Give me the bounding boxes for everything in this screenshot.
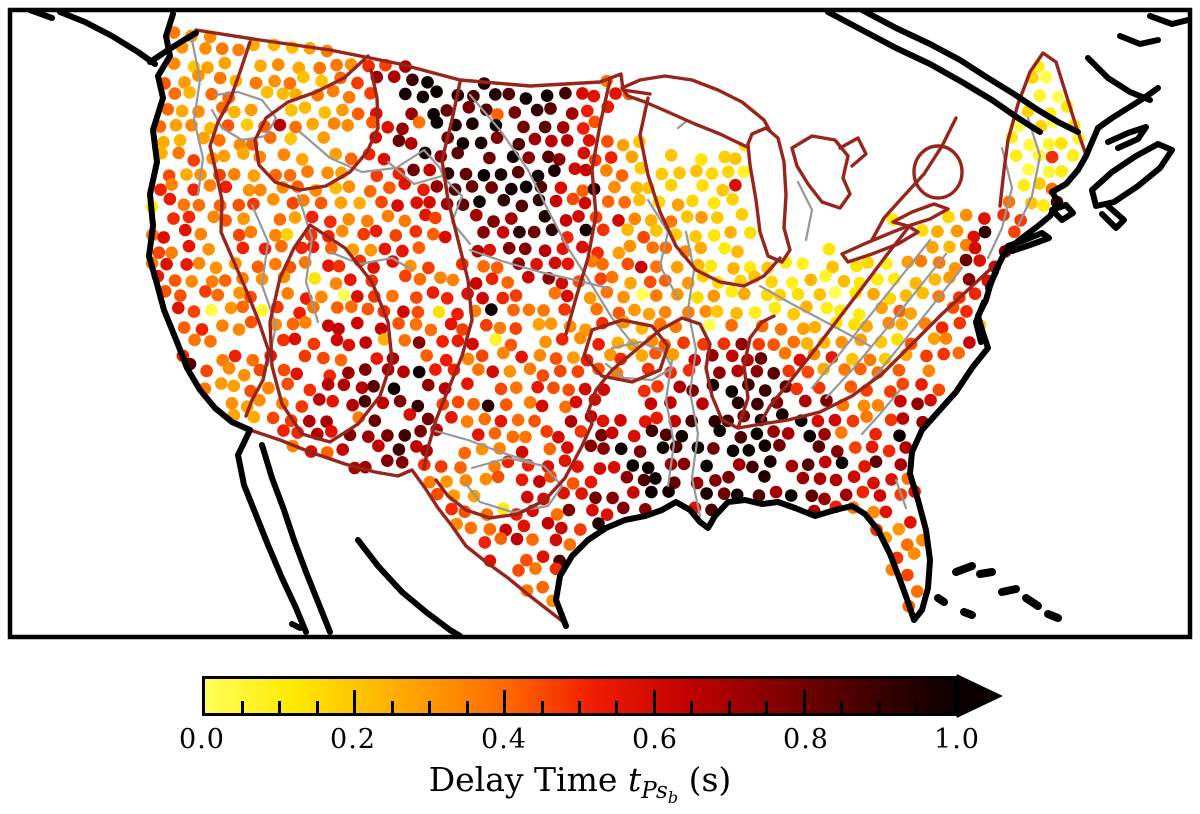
province-boundary-paths bbox=[194, 28, 1088, 626]
colorbar-tick bbox=[390, 701, 394, 713]
colorbar-tick bbox=[727, 701, 731, 713]
colorbar-tick bbox=[428, 701, 432, 713]
colorbar-tick-label: 0.8 bbox=[783, 724, 829, 755]
colorbar-tick bbox=[652, 690, 656, 713]
colorbar-tick-label: 0.4 bbox=[481, 724, 527, 755]
colorbar-tick bbox=[278, 701, 282, 713]
colorbar-tick bbox=[690, 701, 694, 713]
colorbar-title: Delay Time tPsb (s) bbox=[428, 760, 732, 807]
colorbar-tick-label: 1.0 bbox=[934, 724, 980, 755]
colorbar-arrow-icon bbox=[956, 674, 1003, 718]
colorbar-tick bbox=[840, 701, 844, 713]
coastline-paths bbox=[27, 12, 1188, 635]
colorbar-tick bbox=[240, 701, 244, 713]
colorbar-tick bbox=[353, 690, 357, 713]
colorbar bbox=[202, 676, 957, 716]
colorbar-tick bbox=[877, 701, 881, 713]
colorbar-title-units: (s) bbox=[688, 760, 732, 799]
colorbar-tick bbox=[315, 701, 319, 713]
subprovince-boundary-paths bbox=[190, 38, 1042, 518]
map-frame bbox=[7, 7, 1193, 640]
colorbar-tick bbox=[615, 701, 619, 713]
colorbar-title-subsubscript: b bbox=[667, 788, 679, 807]
colorbar-tick-label: 0.6 bbox=[632, 724, 678, 755]
colorbar-tick bbox=[578, 701, 581, 713]
map-content bbox=[27, 12, 1188, 635]
colorbar-tick bbox=[765, 701, 769, 713]
colorbar-tick bbox=[915, 701, 919, 713]
colorbar-title-variable: t bbox=[627, 760, 642, 799]
colorbar-tick bbox=[465, 701, 469, 713]
colorbar-tick-label: 0.2 bbox=[330, 724, 376, 755]
colorbar-title-subscript: Ps bbox=[641, 778, 668, 804]
colorbar-tick bbox=[802, 690, 806, 713]
colorbar-title-prefix: Delay Time bbox=[428, 760, 618, 799]
colorbar-tick-label: 0.0 bbox=[179, 724, 225, 755]
colorbar-tick bbox=[540, 701, 544, 713]
colorbar-tick bbox=[503, 690, 507, 713]
